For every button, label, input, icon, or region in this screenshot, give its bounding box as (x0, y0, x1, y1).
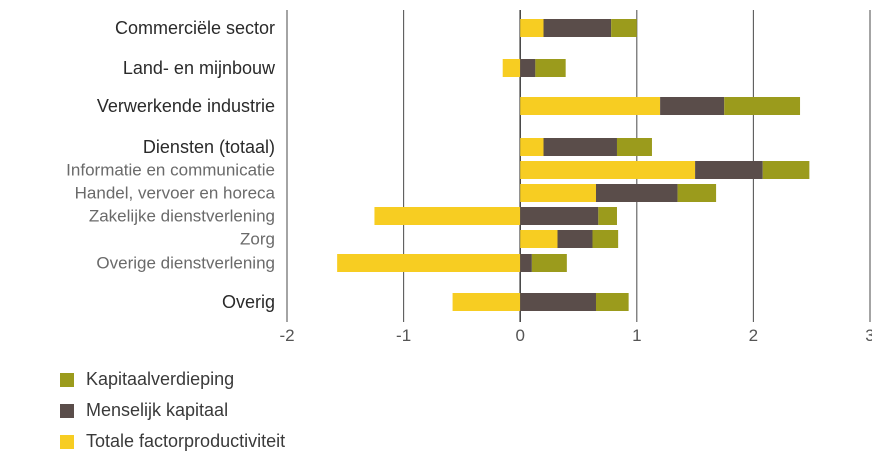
bar-segment (535, 59, 566, 77)
bar-segment (595, 184, 678, 202)
bar-segment (616, 138, 652, 156)
bar-segment (520, 59, 536, 77)
x-tick-label: 1 (632, 326, 641, 345)
legend-label: Totale factorproductiviteit (86, 431, 286, 451)
category-label: Land- en mijnbouw (123, 58, 276, 78)
bar-segment (531, 254, 567, 272)
bar-segment (520, 184, 596, 202)
bar-segment (695, 161, 763, 179)
bar-segment (502, 59, 521, 77)
legend-swatch-menselijk-kapitaal (60, 403, 74, 418)
bar-segment (520, 97, 661, 115)
legend-item-menselijk-kapitaal: Menselijk kapitaal (60, 395, 285, 426)
category-labels: Commerciële sector Land- en mijnbouw Verwe… (66, 18, 276, 312)
bar-segment (374, 207, 521, 225)
legend-label: Menselijk kapitaal (86, 400, 229, 420)
legend-swatch-totale-factorproductiviteit (60, 434, 74, 449)
legend-item-kapitaalverdieping: Kapitaalverdieping (60, 364, 285, 395)
category-label: Overig (222, 292, 275, 312)
bar-segment (520, 207, 599, 225)
bar-segment (598, 207, 617, 225)
category-label: Informatie en communicatie (66, 161, 275, 180)
legend: Kapitaalverdieping Menselijk kapitaal To… (60, 364, 285, 457)
x-tick-label: -2 (279, 326, 294, 345)
category-label: Diensten (totaal) (143, 137, 275, 157)
bar-segment (543, 19, 612, 37)
bar-segment (677, 184, 717, 202)
bar-segment (543, 138, 617, 156)
bar-segment (592, 230, 619, 248)
bar-segment (520, 138, 544, 156)
bar-segment (520, 230, 558, 248)
bar-segment (762, 161, 810, 179)
x-tick-label: -1 (396, 326, 411, 345)
category-label: Overige dienstverlening (96, 254, 275, 273)
bars (337, 19, 810, 311)
bar-segment (520, 254, 532, 272)
category-label: Verwerkende industrie (97, 96, 275, 116)
bar-segment (724, 97, 801, 115)
x-tick-labels: -2 -1 0 1 2 3 (279, 326, 872, 345)
bar-segment (660, 97, 725, 115)
x-tick-label: 0 (515, 326, 524, 345)
category-label: Zakelijke dienstverlening (89, 207, 275, 226)
x-tick-label: 3 (865, 326, 872, 345)
bar-segment (452, 293, 521, 311)
legend-swatch-kapitaalverdieping (60, 372, 74, 387)
bar-segment (520, 161, 696, 179)
legend-item-totale-factorproductiviteit: Totale factorproductiviteit (60, 426, 285, 457)
bar-segment (520, 19, 544, 37)
bar-segment (611, 19, 637, 37)
legend-label: Kapitaalverdieping (86, 369, 235, 389)
category-label: Zorg (240, 230, 275, 249)
x-tick-label: 2 (749, 326, 758, 345)
bar-segment (520, 293, 596, 311)
category-label: Handel, vervoer en horeca (75, 184, 276, 203)
category-label: Commerciële sector (115, 18, 275, 38)
bar-segment (337, 254, 521, 272)
bar-segment (595, 293, 629, 311)
bar-segment (557, 230, 593, 248)
